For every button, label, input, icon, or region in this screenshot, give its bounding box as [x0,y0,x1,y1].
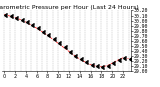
Title: Barometric Pressure per Hour (Last 24 Hours): Barometric Pressure per Hour (Last 24 Ho… [0,5,138,10]
